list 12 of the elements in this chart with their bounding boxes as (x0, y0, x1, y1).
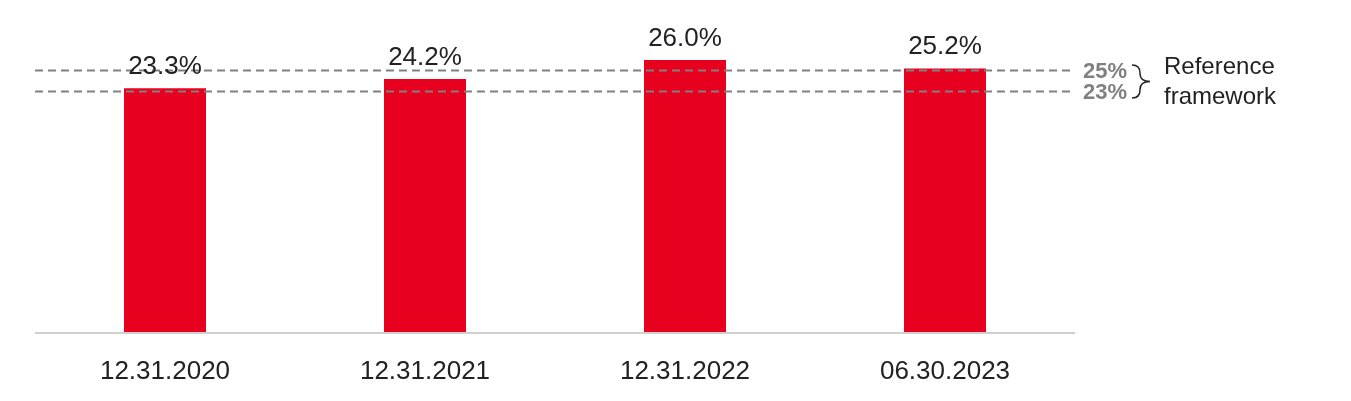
bar (904, 68, 986, 333)
text: Reference framework (1164, 51, 1278, 111)
bar (644, 60, 726, 333)
x-tick-label: 12.31.2021 (359, 355, 491, 386)
x-tick-label: 06.30.2023 (879, 355, 1011, 386)
data-label: 26.0% (648, 22, 722, 52)
x-tick-label: 12.31.2022 (619, 355, 751, 386)
x-tick-label: 12.31.2020 (99, 355, 231, 386)
bar (124, 88, 206, 333)
bar (384, 78, 466, 333)
data-label: 24.2% (388, 40, 462, 71)
data-label: 25.2% (908, 30, 982, 61)
